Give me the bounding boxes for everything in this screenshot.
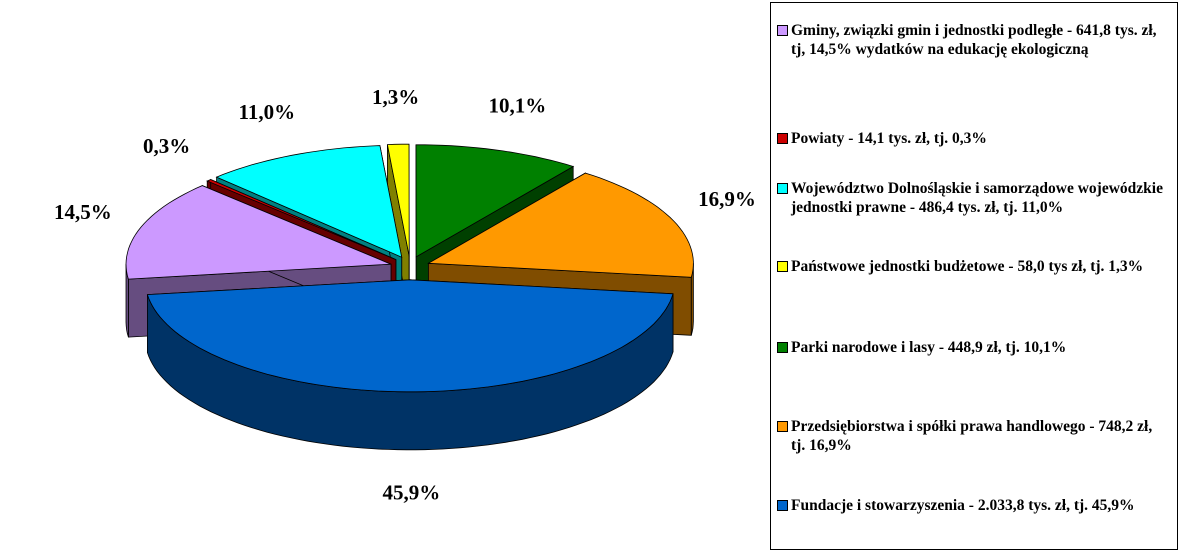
data-label: 14,5%	[54, 200, 112, 224]
slice-top	[386, 143, 410, 257]
legend-label: Województwo Dolnośląskie i samorządowe w…	[791, 180, 1163, 216]
legend-entry: Fundacje i stowarzyszenia - 2.033,8 tys.…	[777, 496, 1169, 515]
slice-top	[146, 279, 674, 393]
legend-label: Fundacje i stowarzyszenia - 2.033,8 tys.…	[791, 497, 1135, 514]
legend-label: Przedsiębiorstwa i spółki prawa handlowe…	[791, 418, 1153, 454]
legend-swatch	[777, 342, 788, 353]
legend-swatch	[777, 133, 788, 144]
data-label: 11,0%	[239, 100, 296, 124]
slice-top	[206, 179, 397, 260]
slice-top	[415, 144, 575, 258]
legend-swatch	[777, 183, 788, 194]
data-label: 10,1%	[489, 93, 547, 117]
legend-label: Państwowe jednostki budżetowe - 58,0 tys…	[791, 258, 1144, 275]
legend-label: Gminy, związki gmin i jednostki podległe…	[791, 22, 1157, 58]
legend-entry: Gminy, związki gmin i jednostki podległe…	[777, 21, 1169, 59]
legend-entry: Państwowe jednostki budżetowe - 58,0 tys…	[777, 257, 1169, 276]
legend-swatch	[777, 421, 788, 432]
legend-swatch	[777, 500, 788, 511]
slice	[386, 143, 410, 315]
slice-top	[427, 172, 694, 278]
data-label: 16,9%	[698, 187, 756, 211]
legend-entry: Województwo Dolnośląskie i samorządowe w…	[777, 179, 1169, 217]
chart: 14,5% 0,3% 11,0% 1,3% 10,1% 16,9% 45,9%	[54, 85, 756, 505]
legend-entry: Przedsiębiorstwa i spółki prawa handlowe…	[777, 417, 1169, 455]
legend: Gminy, związki gmin i jednostki podległe…	[770, 2, 1178, 550]
slice	[146, 279, 674, 451]
legend-entry: Powiaty - 14,1 tys. zł, tj. 0,3%	[777, 129, 1169, 148]
legend-label: Powiaty - 14,1 tys. zł, tj. 0,3%	[791, 130, 987, 147]
data-label: 1,3%	[372, 85, 419, 109]
legend-swatch	[777, 261, 788, 272]
slice-top	[125, 185, 392, 280]
legend-entry: Parki narodowe i lasy - 448,9 zł, tj. 10…	[777, 338, 1169, 357]
slice-top	[215, 145, 403, 258]
legend-swatch	[777, 25, 788, 36]
data-label: 45,9%	[382, 481, 440, 505]
data-label: 0,3%	[143, 134, 190, 158]
legend-label: Parki narodowe i lasy - 448,9 zł, tj. 10…	[791, 339, 1067, 356]
